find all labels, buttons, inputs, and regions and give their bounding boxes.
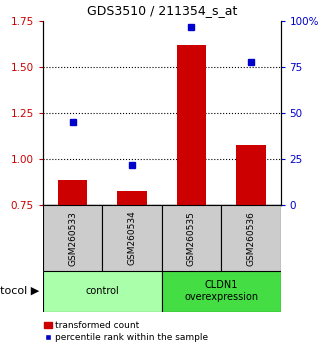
Bar bbox=[177, 45, 206, 205]
Bar bbox=[43, 205, 102, 271]
Text: GSM260533: GSM260533 bbox=[68, 211, 77, 266]
Bar bbox=[43, 271, 162, 312]
Text: GSM260534: GSM260534 bbox=[127, 211, 137, 266]
Text: GSM260535: GSM260535 bbox=[187, 211, 196, 266]
Text: GSM260536: GSM260536 bbox=[246, 211, 255, 266]
Bar bbox=[162, 205, 221, 271]
Bar bbox=[221, 205, 280, 271]
Bar bbox=[102, 205, 162, 271]
Legend: transformed count, percentile rank within the sample: transformed count, percentile rank withi… bbox=[41, 318, 212, 346]
Text: protocol ▶: protocol ▶ bbox=[0, 286, 40, 296]
Bar bbox=[117, 190, 147, 205]
Bar bbox=[236, 144, 266, 205]
Text: control: control bbox=[85, 286, 119, 296]
Bar bbox=[162, 271, 280, 312]
Bar bbox=[58, 179, 87, 205]
Title: GDS3510 / 211354_s_at: GDS3510 / 211354_s_at bbox=[86, 4, 237, 17]
Text: CLDN1
overexpression: CLDN1 overexpression bbox=[184, 280, 258, 302]
